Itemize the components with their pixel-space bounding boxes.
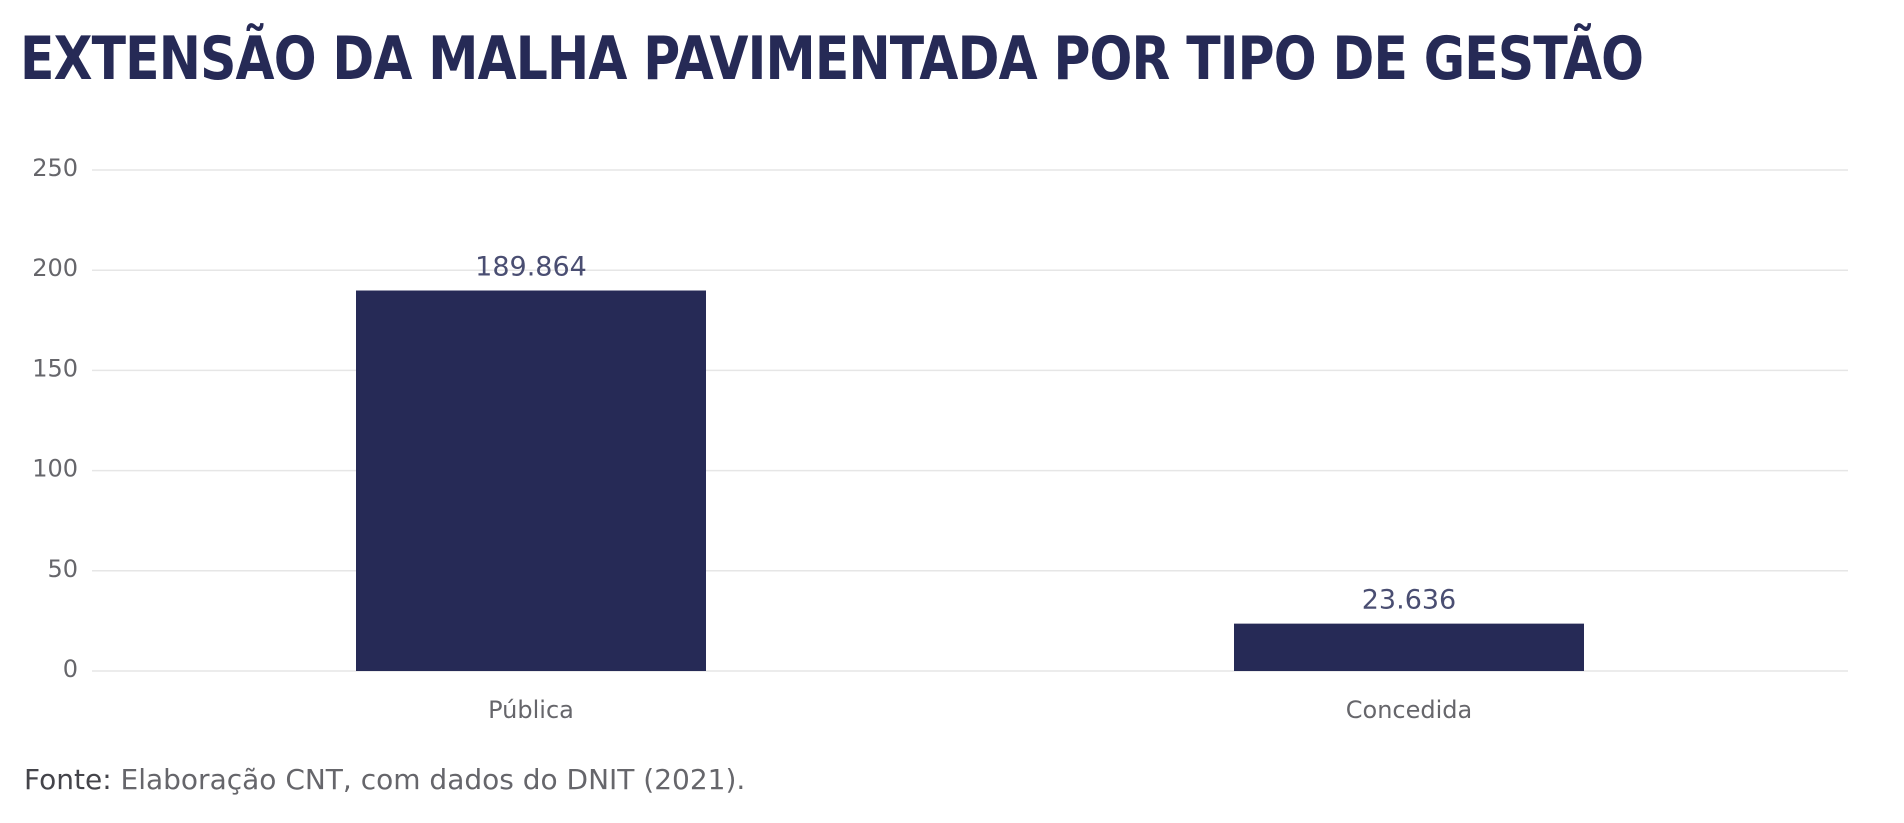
x-axis-categories: Pública Concedida	[488, 696, 1472, 724]
y-tick-label-200: 200	[32, 254, 78, 282]
source-note: Fonte: Elaboração CNT, com dados do DNIT…	[24, 763, 745, 796]
x-category-label: Pública	[488, 696, 574, 724]
y-tick-label-50: 50	[47, 555, 78, 583]
y-tick-label-250: 250	[32, 154, 78, 182]
data-label: 23.636	[1362, 585, 1456, 616]
bars	[356, 290, 1584, 671]
x-category-label: Concedida	[1346, 696, 1472, 724]
data-label: 189.864	[475, 252, 587, 283]
bar-chart: 0 50 100 150 200 250 189.864 23.636 Pública Con…	[32, 154, 1848, 724]
data-labels: 189.864 23.636	[475, 252, 1456, 616]
y-tick-label-150: 150	[32, 354, 78, 382]
y-axis-ticks: 0 50 100 150 200 250	[32, 154, 78, 683]
bar-publica	[356, 290, 706, 671]
source-label: Fonte:	[24, 763, 112, 796]
y-tick-label-100: 100	[32, 455, 78, 483]
y-tick-label-0: 0	[63, 655, 78, 683]
gridlines	[92, 169, 1848, 672]
bar-concedida	[1234, 623, 1584, 671]
chart-title: EXTENSÃO DA MALHA PAVIMENTADA POR TIPO D…	[20, 24, 1644, 94]
source-text: Elaboração CNT, com dados do DNIT (2021)…	[111, 763, 746, 796]
